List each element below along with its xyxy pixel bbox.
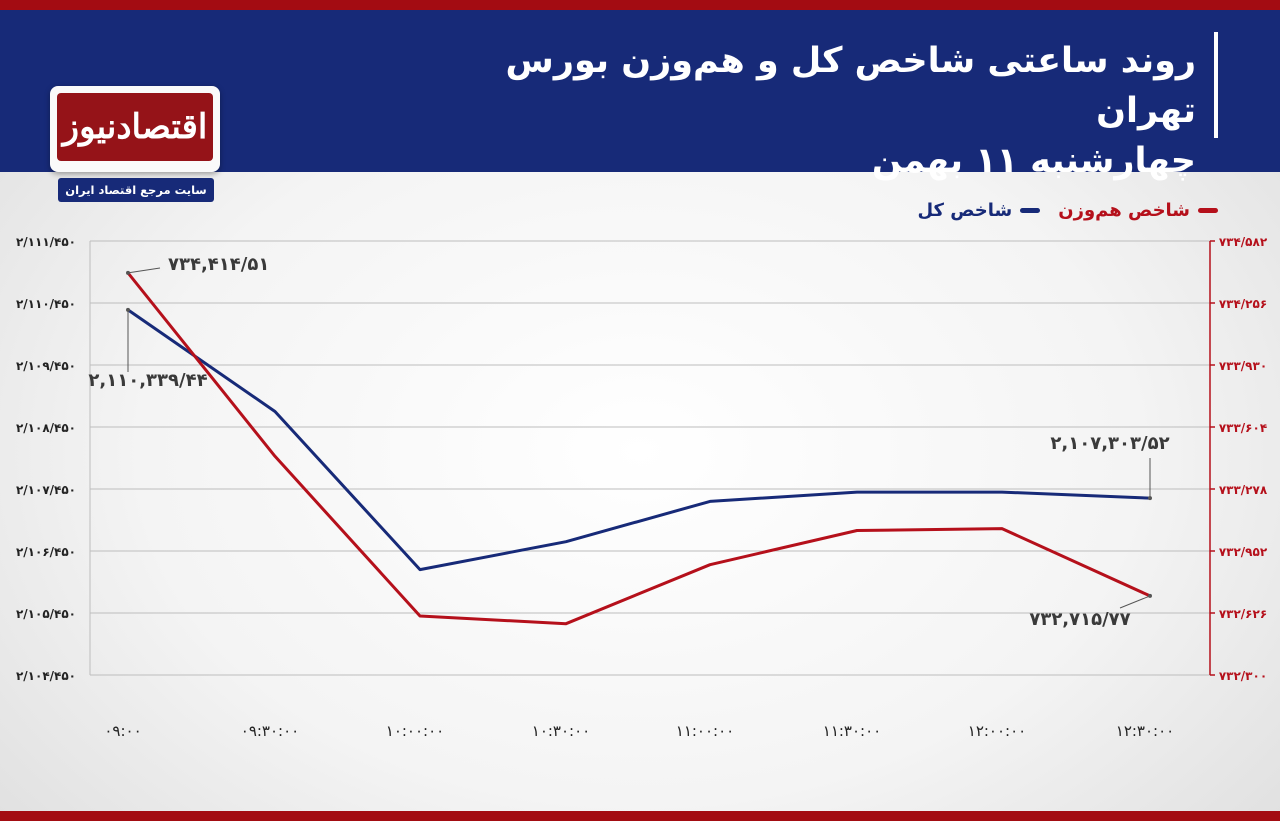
- data-label: ۲,۱۰۷,۳۰۳/۵۲: [1050, 433, 1169, 454]
- annotation-point: [126, 307, 130, 312]
- annotation-point: [126, 270, 130, 275]
- left-axis-tick-label: ۲/۱۰۷/۴۵۰: [16, 483, 76, 497]
- annotation-leader: [1119, 595, 1151, 609]
- left-axis-tick-label: ۲/۱۱۰/۴۵۰: [16, 297, 76, 311]
- title-line-1: روند ساعتی شاخص کل و هم‌وزن بورس تهران: [505, 41, 1196, 131]
- x-axis-tick-label: ۱۰:۳۰:۰۰: [532, 722, 590, 740]
- legend-swatch-total-index: [1020, 208, 1041, 213]
- annotation-point: [1148, 593, 1152, 598]
- legend-label-equal-weight: شاخص هم‌وزن: [1058, 200, 1190, 221]
- right-axis-tick-label: ۷۳۴/۵۸۲: [1219, 235, 1268, 249]
- top-accent-strip: [0, 0, 1280, 10]
- left-axis-tick-label: ۲/۱۰۸/۴۵۰: [16, 421, 76, 435]
- title-divider: [1214, 32, 1218, 138]
- legend-swatch-equal-weight: [1198, 208, 1218, 213]
- right-axis-tick-label: ۷۳۳/۶۰۴: [1219, 421, 1267, 435]
- x-axis-tick-label: ۱۰:۰۰:۰۰: [386, 722, 444, 740]
- logo-wordmark: اقتصادنیوز: [57, 93, 213, 161]
- data-label: ۲,۱۱۰,۳۳۹/۴۴: [88, 370, 207, 391]
- x-axis-tick-label: ۱۲:۰۰:۰۰: [968, 722, 1026, 740]
- x-axis-tick-label: ۰۹:۰۰: [104, 722, 141, 740]
- page-title: روند ساعتی شاخص کل و هم‌وزن بورس تهران چ…: [436, 36, 1196, 186]
- legend-label-total-index: شاخص کل: [917, 200, 1013, 221]
- left-axis-tick-label: ۲/۱۱۱/۴۵۰: [16, 235, 76, 249]
- left-axis-tick-label: ۲/۱۰۴/۴۵۰: [16, 669, 76, 683]
- data-label: ۷۳۴,۴۱۴/۵۱: [168, 254, 269, 275]
- legend-item-equal-weight: شاخص هم‌وزن: [1058, 200, 1218, 221]
- x-axis-tick-label: ۱۱:۳۰:۰۰: [823, 722, 881, 740]
- right-axis-tick-label: ۷۳۳/۲۷۸: [1219, 483, 1268, 497]
- right-axis-tick-label: ۷۳۲/۳۰۰: [1219, 669, 1267, 683]
- x-axis-tick-label: ۱۱:۰۰:۰۰: [676, 722, 734, 740]
- data-label: ۷۳۲,۷۱۵/۷۷: [1029, 609, 1130, 630]
- left-axis-tick-label: ۲/۱۰۹/۴۵۰: [16, 359, 76, 373]
- legend-item-total-index: شاخص کل: [917, 200, 1041, 221]
- x-axis-tick-label: ۱۲:۳۰:۰۰: [1116, 722, 1174, 740]
- right-axis-tick-label: ۷۳۲/۶۲۶: [1219, 607, 1267, 621]
- logo: اقتصادنیوز: [50, 86, 220, 172]
- title-line-2: چهارشنبه ۱۱ بهمن: [871, 141, 1196, 181]
- chart-legend: شاخص هم‌وزن شاخص کل: [899, 200, 1218, 221]
- right-axis-tick-label: ۷۳۴/۲۵۶: [1219, 297, 1267, 311]
- right-axis-tick-label: ۷۳۳/۹۳۰: [1219, 359, 1267, 373]
- series-line-equal-weight: [126, 271, 1151, 626]
- annotation-point: [1148, 496, 1152, 501]
- left-axis-tick-label: ۲/۱۰۶/۴۵۰: [16, 545, 76, 559]
- series-line-total-index: [127, 308, 1151, 572]
- left-axis-tick-label: ۲/۱۰۵/۴۵۰: [16, 607, 76, 621]
- x-axis-tick-label: ۰۹:۳۰:۰۰: [241, 722, 299, 740]
- right-axis-tick-label: ۷۳۲/۹۵۲: [1219, 545, 1268, 559]
- annotation-leader: [127, 267, 161, 274]
- bottom-accent-strip: [0, 811, 1280, 821]
- logo-tagline: سایت مرجع اقتصاد ایران: [58, 178, 214, 202]
